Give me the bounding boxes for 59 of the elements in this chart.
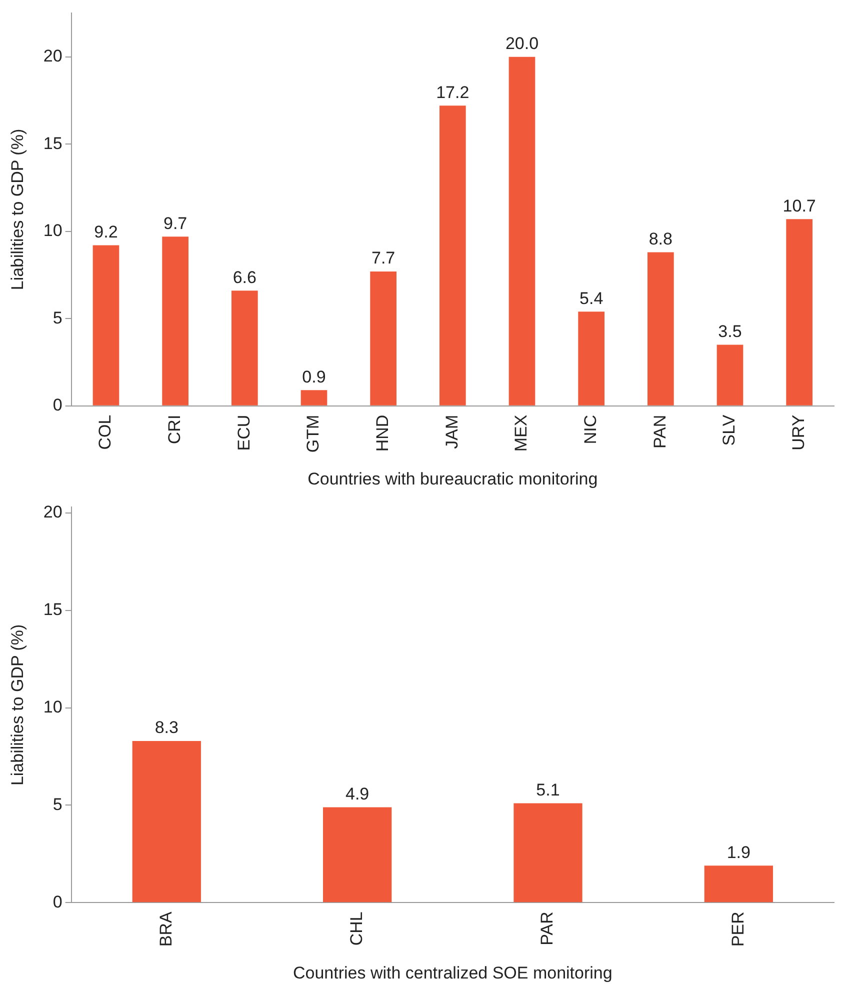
data-label: 8.3 [154, 718, 178, 738]
data-label: 9.2 [94, 222, 118, 242]
y-tick-label: 20 [43, 502, 62, 522]
data-label: 17.2 [436, 82, 470, 102]
y-axis-title: Liabilities to GDP (%) [8, 128, 27, 290]
data-label: 9.7 [163, 214, 188, 233]
bar [231, 290, 258, 406]
data-label: 8.8 [648, 229, 672, 248]
bar [786, 219, 813, 406]
x-tick-label: MEX [512, 414, 531, 452]
bar [132, 740, 201, 902]
bar [300, 390, 328, 406]
y-axis-title: Liabilities to GDP (%) [8, 624, 27, 786]
y-tick-label: 0 [52, 892, 62, 912]
y-tick-label: 5 [52, 308, 62, 328]
data-label: 10.7 [782, 196, 816, 216]
data-label: 5.1 [536, 780, 560, 800]
y-tick-label: 0 [52, 396, 62, 415]
data-label: 0.9 [302, 367, 326, 386]
x-tick-label: PER [728, 912, 748, 947]
x-tick-label: ECU [234, 414, 254, 451]
x-tick-label: HND [373, 414, 392, 452]
bar [578, 312, 604, 406]
data-label: 6.6 [232, 268, 256, 287]
bar [439, 106, 466, 406]
data-label: 3.5 [718, 322, 742, 341]
x-tick-label: JAM [442, 414, 462, 449]
y-tick-label: 15 [43, 600, 62, 620]
data-label: 5.4 [580, 288, 604, 308]
x-axis-title: Countries with bureaucratic monitoring [308, 469, 598, 488]
x-tick-label: PAR [538, 912, 557, 946]
x-tick-label: CHL [347, 912, 366, 946]
x-tick-label: COL [96, 414, 115, 450]
x-axis-title: Countries with centralized SOE monitoring [292, 963, 612, 982]
bar [647, 252, 674, 406]
y-tick-label: 10 [43, 221, 62, 240]
x-tick-label: BRA [156, 911, 176, 947]
bar [370, 271, 396, 406]
x-tick-label: URY [789, 414, 808, 450]
bar [514, 803, 582, 902]
bar [322, 807, 392, 902]
y-tick-label: 5 [52, 794, 62, 814]
y-tick-label: 20 [43, 46, 62, 66]
x-tick-label: PAN [650, 414, 670, 449]
y-tick-label: 15 [43, 134, 62, 153]
bar [92, 245, 120, 406]
bar [704, 866, 773, 902]
bar [716, 344, 744, 406]
y-tick-label: 10 [43, 698, 62, 717]
x-tick-label: NIC [581, 414, 600, 444]
data-label: 7.7 [372, 248, 396, 268]
bar [508, 56, 536, 406]
data-label: 20.0 [505, 34, 539, 54]
x-tick-label: CRI [165, 414, 184, 444]
data-label: 1.9 [726, 842, 750, 862]
data-label: 4.9 [346, 784, 370, 804]
x-tick-label: GTM [304, 414, 323, 453]
x-tick-label: SLV [720, 414, 739, 446]
bar [162, 236, 188, 406]
